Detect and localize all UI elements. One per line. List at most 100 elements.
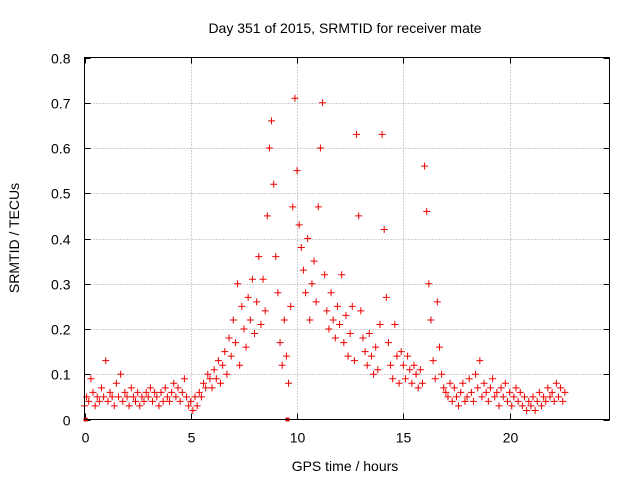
data-point (125, 402, 133, 410)
y-tick-label: 0.6 (51, 141, 71, 157)
data-point (138, 393, 146, 401)
data-point (427, 316, 435, 324)
data-point (355, 212, 363, 220)
data-point (431, 375, 439, 383)
data-point (242, 343, 250, 351)
data-point (142, 388, 150, 396)
data-point (378, 130, 386, 138)
x-tick-label: 20 (503, 430, 519, 446)
data-point (540, 393, 548, 401)
data-point (363, 361, 371, 369)
data-point (134, 388, 142, 396)
data-point (480, 379, 488, 387)
data-point (161, 384, 169, 392)
data-point (274, 289, 282, 297)
data-point (327, 289, 335, 297)
y-tick-label: 0.4 (51, 232, 71, 248)
data-point (219, 361, 227, 369)
data-point (282, 352, 290, 360)
data-point (272, 253, 280, 261)
data-point (174, 384, 182, 392)
data-point (87, 375, 95, 383)
data-point (136, 402, 144, 410)
data-point (410, 361, 418, 369)
data-point (329, 316, 337, 324)
data-point (499, 393, 507, 401)
data-point (297, 244, 305, 252)
data-point (227, 352, 235, 360)
data-point (537, 402, 545, 410)
data-point (117, 370, 125, 378)
data-point (440, 384, 448, 392)
data-point (155, 402, 163, 410)
data-point (448, 397, 456, 405)
x-axis-label: GPS time / hours (292, 458, 399, 474)
data-point (399, 361, 407, 369)
data-point (127, 384, 135, 392)
data-point (465, 375, 473, 383)
data-point (144, 393, 152, 401)
data-point (193, 402, 201, 410)
data-point (210, 366, 218, 374)
data-point (508, 402, 516, 410)
data-point (132, 397, 140, 405)
data-point (314, 203, 322, 211)
data-point (89, 388, 97, 396)
data-point (212, 375, 220, 383)
data-point (106, 388, 114, 396)
data-point (482, 388, 490, 396)
data-point (401, 375, 409, 383)
y-tick-label: 0.8 (51, 51, 71, 67)
data-point (159, 397, 167, 405)
data-point (357, 307, 365, 315)
data-point (206, 375, 214, 383)
data-point (542, 397, 550, 405)
data-point (516, 388, 524, 396)
data-point (244, 293, 252, 301)
data-point (506, 388, 514, 396)
data-point (321, 271, 329, 279)
data-point (486, 384, 494, 392)
data-point (221, 348, 229, 356)
data-point (391, 320, 399, 328)
data-point (550, 397, 558, 405)
data-point (304, 235, 312, 242)
data-point (197, 393, 205, 401)
data-point (395, 379, 403, 387)
data-point (548, 388, 556, 396)
data-point (91, 402, 99, 410)
data-point (102, 357, 110, 365)
data-point (168, 388, 176, 396)
data-point (461, 397, 469, 405)
data-point (374, 366, 382, 374)
data-point (367, 352, 375, 360)
data-point (512, 384, 520, 392)
data-point (418, 379, 426, 387)
data-point (429, 357, 437, 365)
x-tick-label: 0 (82, 430, 90, 446)
data-point (336, 320, 344, 328)
data-point (170, 379, 178, 387)
data-point (306, 316, 314, 324)
data-point (223, 370, 231, 378)
data-point (295, 221, 303, 229)
data-point (234, 280, 242, 288)
data-point (238, 302, 246, 310)
y-tick-label: 0.7 (51, 96, 71, 112)
data-point (257, 320, 265, 328)
data-point (365, 330, 373, 338)
data-point (302, 289, 310, 297)
data-point (214, 357, 222, 365)
data-point (533, 397, 541, 405)
data-point (217, 379, 225, 387)
y-tick-label: 0.3 (51, 277, 71, 293)
data-point (484, 397, 492, 405)
data-point (204, 370, 212, 378)
data-point (195, 388, 203, 396)
data-point (289, 203, 297, 211)
data-point (110, 402, 118, 410)
data-point (478, 393, 486, 401)
grid (84, 57, 610, 420)
data-point (166, 397, 174, 405)
data-point (348, 302, 356, 310)
